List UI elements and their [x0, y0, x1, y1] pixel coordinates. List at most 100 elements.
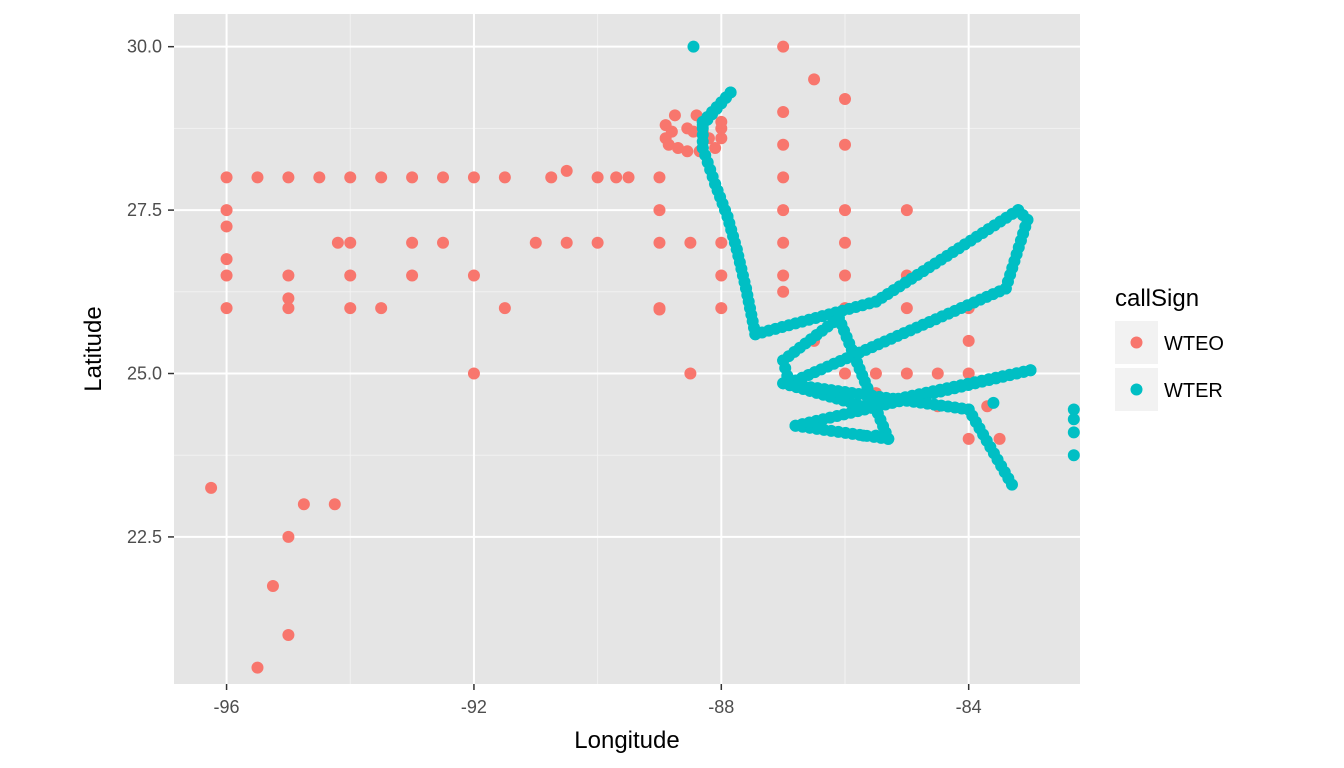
data-point-wteo [838, 138, 851, 151]
data-point-wteo [900, 204, 913, 217]
data-point-wteo [251, 661, 264, 674]
series-wter-points [687, 40, 1080, 491]
data-point-wteo [653, 303, 666, 316]
data-point-wteo [900, 367, 913, 380]
data-point-wteo [662, 138, 675, 151]
data-point-wteo [715, 115, 728, 128]
data-point-wteo [777, 269, 790, 282]
data-point-wteo [560, 236, 573, 249]
data-point-wteo [297, 498, 310, 511]
x-tick-label: -92 [461, 697, 487, 717]
data-point-wteo [962, 367, 975, 380]
data-point-wteo [205, 481, 218, 494]
data-point-wteo [931, 367, 944, 380]
data-point-wteo [220, 253, 233, 266]
data-point-wteo [467, 171, 480, 184]
data-point-wteo [622, 171, 635, 184]
data-point-wteo [777, 138, 790, 151]
data-point-wteo [591, 171, 604, 184]
data-point-wter [1005, 478, 1018, 491]
data-point-wteo [560, 164, 573, 177]
data-point-wteo [282, 628, 295, 641]
data-point-wteo [344, 236, 357, 249]
data-point-wteo [467, 367, 480, 380]
data-point-wteo [282, 302, 295, 315]
data-point-wter [687, 40, 700, 53]
data-point-wteo [838, 367, 851, 380]
data-point-wteo [529, 236, 542, 249]
data-point-wteo [962, 334, 975, 347]
major-gridlines [174, 14, 1080, 684]
x-tick-label: -84 [956, 697, 982, 717]
data-point-wteo [777, 204, 790, 217]
data-point-wteo [684, 367, 697, 380]
data-point-wteo [993, 432, 1006, 445]
data-point-wteo [331, 236, 344, 249]
data-point-wteo [653, 204, 666, 217]
data-point-wteo [266, 579, 279, 592]
data-point-wteo [313, 171, 326, 184]
data-point-wteo [653, 236, 666, 249]
data-point-wteo [220, 269, 233, 282]
data-point-wteo [220, 204, 233, 217]
data-point-wteo [437, 171, 450, 184]
data-point-wteo [777, 171, 790, 184]
data-point-wteo [715, 132, 728, 145]
data-point-wteo [808, 73, 821, 86]
data-point-wteo [777, 40, 790, 53]
data-point-wteo [375, 171, 388, 184]
data-point-wter [1067, 426, 1080, 439]
legend: callSign WTEO WTER [1115, 285, 1224, 411]
data-point-wteo [344, 302, 357, 315]
data-point-wteo [715, 269, 728, 282]
minor-gridlines [174, 14, 1080, 684]
y-tick-label: 27.5 [127, 200, 162, 220]
data-point-wteo [681, 145, 694, 158]
data-point-wteo [715, 236, 728, 249]
legend-label-wter: WTER [1164, 380, 1223, 402]
data-point-wteo [668, 109, 681, 122]
data-point-wteo [684, 236, 697, 249]
x-tick-label: -96 [214, 697, 240, 717]
y-axis-title: Latitude [80, 306, 107, 391]
data-point-wteo [498, 302, 511, 315]
data-point-wter [1067, 403, 1080, 416]
data-point-wteo [838, 269, 851, 282]
data-point-wteo [672, 142, 685, 154]
plot-panel [174, 14, 1080, 684]
data-point-wteo [282, 292, 295, 305]
data-point-wteo [653, 171, 666, 184]
data-point-wteo [715, 302, 728, 315]
data-point-wteo [687, 125, 700, 138]
legend-marker-wteo [1130, 336, 1143, 349]
data-point-wteo [282, 530, 295, 543]
x-tick-label: -88 [708, 697, 734, 717]
x-axis-title: Longitude [574, 727, 679, 754]
data-point-wteo [777, 236, 790, 249]
data-point-wteo [838, 236, 851, 249]
data-point-wteo [375, 302, 388, 315]
legend-title: callSign [1115, 285, 1199, 312]
data-point-wteo [709, 142, 722, 154]
legend-marker-wter [1130, 383, 1143, 396]
legend-label-wteo: WTEO [1164, 333, 1224, 355]
data-point-wteo [344, 269, 357, 282]
data-point-wteo [900, 302, 913, 315]
data-point-wteo [251, 171, 264, 184]
data-point-wteo [467, 269, 480, 282]
data-point-wteo [328, 498, 341, 511]
data-point-wteo [777, 106, 790, 119]
data-point-wteo [437, 236, 450, 249]
data-point-wter [1067, 449, 1080, 462]
data-point-wteo [591, 236, 604, 249]
data-point-wteo [962, 432, 975, 445]
data-point-wteo [282, 171, 295, 184]
data-point-wteo [406, 236, 419, 249]
data-point-wteo [869, 367, 882, 380]
data-point-wter [1067, 413, 1080, 426]
data-point-wteo [406, 269, 419, 282]
data-point-wteo [344, 171, 357, 184]
data-point-wteo [545, 171, 558, 184]
data-point-wteo [777, 285, 790, 298]
